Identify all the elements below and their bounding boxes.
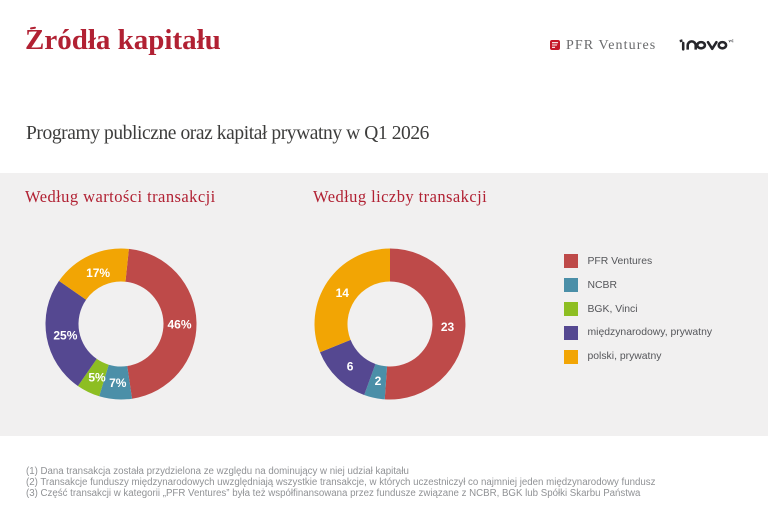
svg-text:46%: 46%: [167, 317, 191, 331]
svg-text:7%: 7%: [109, 376, 127, 390]
svg-text:5%: 5%: [88, 370, 106, 384]
svg-text:23: 23: [441, 320, 455, 334]
svg-text:6: 6: [347, 359, 354, 373]
svg-text:2: 2: [375, 374, 382, 388]
svg-text:17%: 17%: [86, 266, 110, 280]
svg-text:25%: 25%: [53, 329, 77, 343]
svg-text:14: 14: [336, 286, 350, 300]
